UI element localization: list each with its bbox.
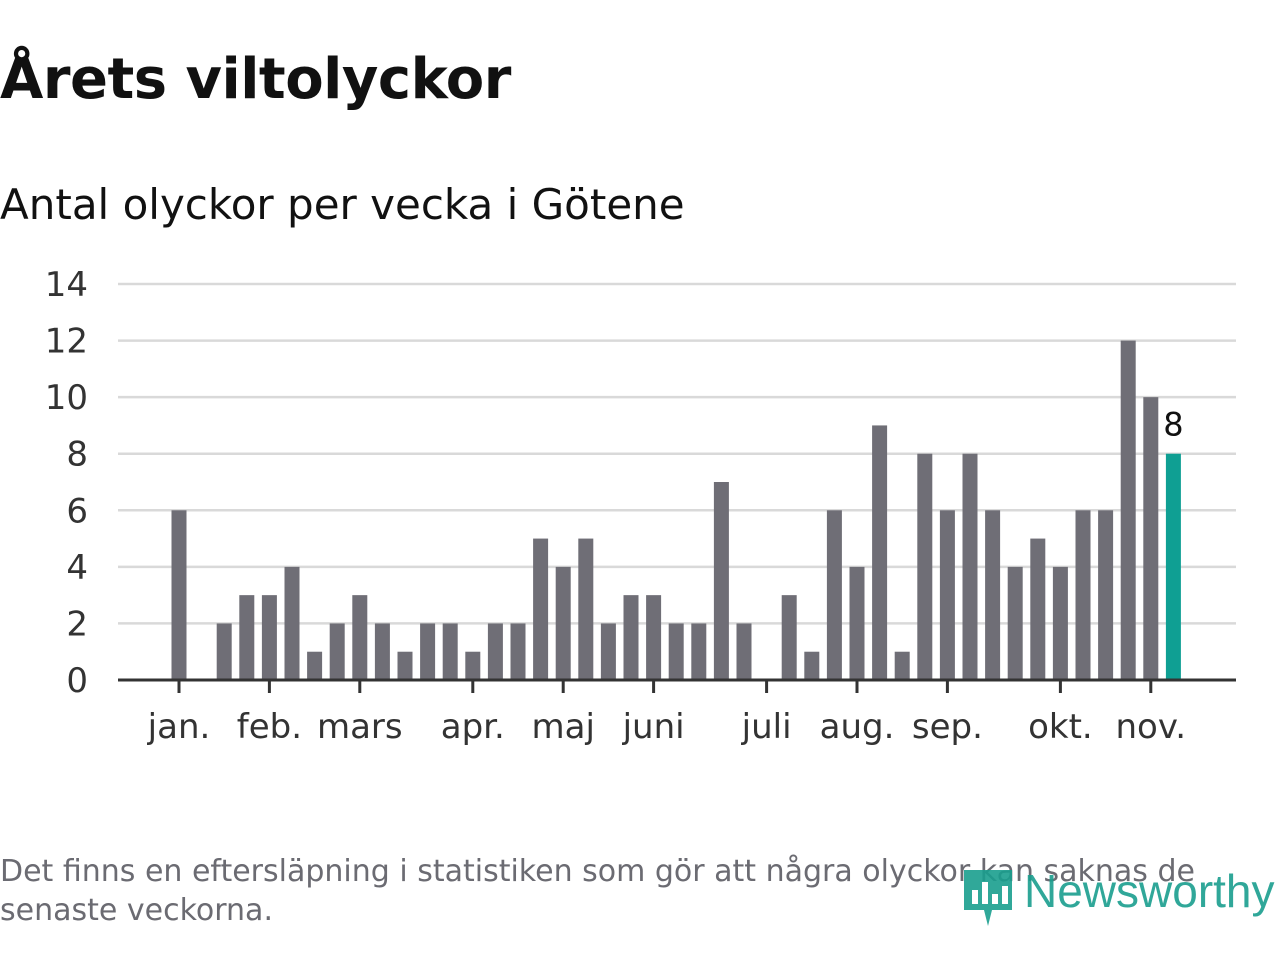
- bar: [442, 623, 458, 680]
- bar: [420, 623, 436, 680]
- x-tick-label: okt.: [1028, 707, 1093, 747]
- data-label-last-week: 8: [1163, 406, 1183, 444]
- newsworthy-logo-icon: [964, 870, 1012, 926]
- bar: [1098, 510, 1114, 680]
- newsworthy-logo-text: Newsworthy: [1024, 865, 1275, 917]
- bar: [985, 510, 1001, 680]
- bar: [465, 651, 481, 680]
- bar: [284, 566, 300, 680]
- bar: [216, 623, 232, 680]
- bar: [623, 595, 639, 680]
- bar: [578, 538, 594, 680]
- y-tick-label: 12: [45, 322, 88, 362]
- bar: [487, 623, 503, 680]
- bars: [171, 340, 1181, 680]
- bar: [713, 482, 729, 680]
- bar: [171, 510, 187, 680]
- bar: [1120, 340, 1136, 680]
- y-tick-label: 14: [45, 265, 88, 305]
- bar: [1007, 566, 1023, 680]
- bar: [397, 651, 413, 680]
- bar: [781, 595, 797, 680]
- x-tick-label: juni: [622, 707, 685, 747]
- bar: [307, 651, 323, 680]
- x-tick-label: feb.: [237, 707, 302, 747]
- bar: [533, 538, 549, 680]
- bar-chart: 0 2 4 6 8 10 12 14 jan. feb. mars apr. maj juni juli a…: [45, 265, 1236, 747]
- bar: [849, 566, 865, 680]
- bar: [691, 623, 707, 680]
- bar: [1030, 538, 1046, 680]
- bar: [668, 623, 684, 680]
- y-tick-label: 2: [66, 604, 88, 644]
- data-labels: 8: [1163, 406, 1183, 444]
- x-tick-label: aug.: [820, 707, 895, 747]
- bar: [939, 510, 955, 680]
- x-tick-label: mars: [317, 707, 403, 747]
- y-tick-label: 6: [66, 491, 88, 531]
- chart-title: Årets viltolyckor: [0, 47, 511, 112]
- bar: [1075, 510, 1091, 680]
- gridlines: [118, 282, 1236, 625]
- bar: [917, 453, 933, 680]
- y-tick-label: 4: [66, 548, 88, 588]
- bar: [352, 595, 368, 680]
- bar: [826, 510, 842, 680]
- y-tick-label: 10: [45, 378, 88, 418]
- bar: [261, 595, 277, 680]
- bar: [894, 651, 910, 680]
- bar: [962, 453, 978, 680]
- bar: [555, 566, 571, 680]
- bar: [374, 623, 390, 680]
- bar: [646, 595, 662, 680]
- x-tick-label: juli: [741, 707, 792, 747]
- chart-subtitle: Antal olyckor per vecka i Götene: [0, 180, 685, 229]
- bar: [736, 623, 752, 680]
- bar: [600, 623, 616, 680]
- x-axis-ticks: jan. feb. mars apr. maj juni juli aug. sep. okt. n…: [147, 680, 1186, 747]
- x-tick-label: nov.: [1115, 707, 1186, 747]
- y-tick-label: 8: [66, 435, 88, 475]
- bar: [804, 651, 820, 680]
- bar: [1052, 566, 1068, 680]
- bar: [510, 623, 526, 680]
- newsworthy-logo: Newsworthy: [962, 852, 1275, 930]
- bar: [239, 595, 255, 680]
- bar: [1143, 397, 1159, 680]
- y-axis-ticks: 0 2 4 6 8 10 12 14: [45, 265, 88, 701]
- x-tick-label: maj: [531, 707, 594, 747]
- bar: [329, 623, 345, 680]
- y-tick-label: 0: [66, 661, 88, 701]
- bar: [872, 425, 888, 680]
- x-tick-label: jan.: [147, 707, 211, 747]
- x-tick-label: sep.: [912, 707, 983, 747]
- x-tick-label: apr.: [441, 707, 505, 747]
- bar-highlight: [1165, 453, 1181, 680]
